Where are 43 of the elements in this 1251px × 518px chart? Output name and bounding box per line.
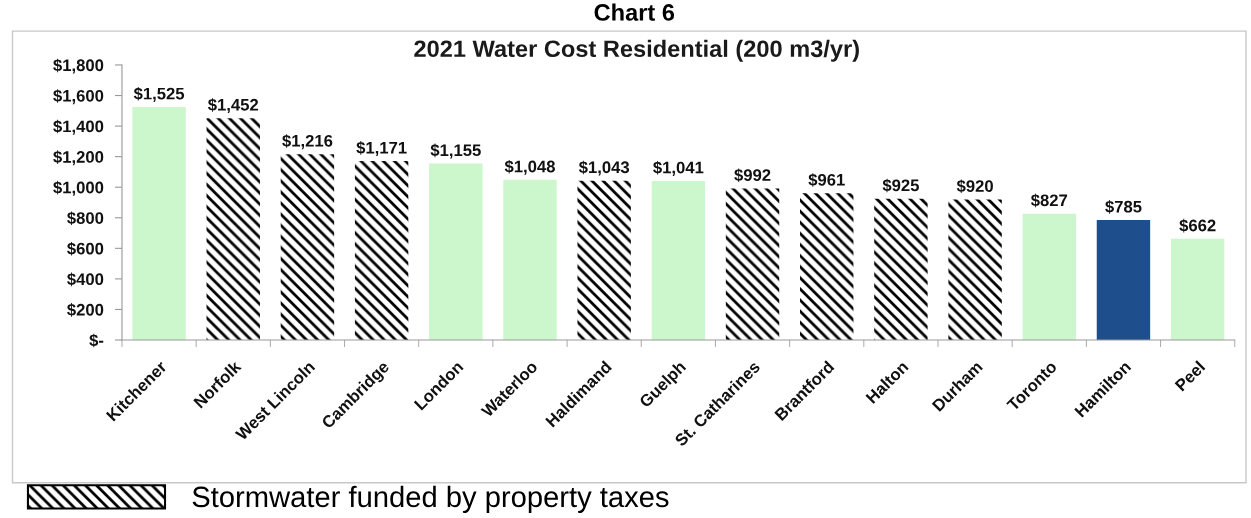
y-tick-label: $- <box>89 333 104 348</box>
bar <box>1096 220 1151 341</box>
bar <box>800 193 854 341</box>
y-tick-label: $1,200 <box>53 150 104 166</box>
bar <box>280 154 335 341</box>
data-label: $1,041 <box>653 160 704 176</box>
data-label: $662 <box>1179 218 1216 233</box>
data-label: $1,171 <box>356 141 407 157</box>
bar <box>132 106 186 341</box>
data-label: $925 <box>882 178 919 193</box>
y-tick-label: $600 <box>67 242 104 256</box>
bar <box>503 179 557 341</box>
bar <box>725 188 780 341</box>
y-tick-label: $1,000 <box>53 180 104 196</box>
chart-title: Chart 6 <box>594 3 675 21</box>
data-label: $827 <box>1030 193 1068 208</box>
y-tick-label: $800 <box>67 211 104 226</box>
bar <box>577 180 631 341</box>
data-label: $992 <box>734 168 771 183</box>
bar <box>206 118 260 341</box>
data-label: $1,043 <box>578 160 630 176</box>
data-label: $961 <box>808 173 845 187</box>
data-label: $1,452 <box>207 98 259 114</box>
data-label: $1,525 <box>133 86 185 102</box>
data-label: $785 <box>1105 200 1142 214</box>
data-label: $1,216 <box>282 134 333 150</box>
bar <box>1022 213 1076 341</box>
bar <box>948 199 1002 341</box>
y-tick-label: $200 <box>67 303 104 317</box>
bar <box>874 198 928 341</box>
bar <box>354 161 409 341</box>
legend-label: Stormwater funded by property taxes <box>192 485 669 514</box>
y-tick-label: $1,800 <box>53 58 104 74</box>
y-tick-label: $400 <box>67 272 104 287</box>
bar <box>651 180 706 341</box>
data-label: $1,155 <box>430 143 481 159</box>
chart-subtitle: 2021 Water Cost Residential (200 m3/yr) <box>414 39 859 62</box>
bar <box>1170 238 1225 341</box>
y-tick-label: $1,600 <box>53 89 104 105</box>
bar <box>429 163 483 341</box>
data-label: $1,048 <box>504 159 555 175</box>
y-tick-label: $1,400 <box>53 119 104 135</box>
data-label: $920 <box>956 179 993 194</box>
